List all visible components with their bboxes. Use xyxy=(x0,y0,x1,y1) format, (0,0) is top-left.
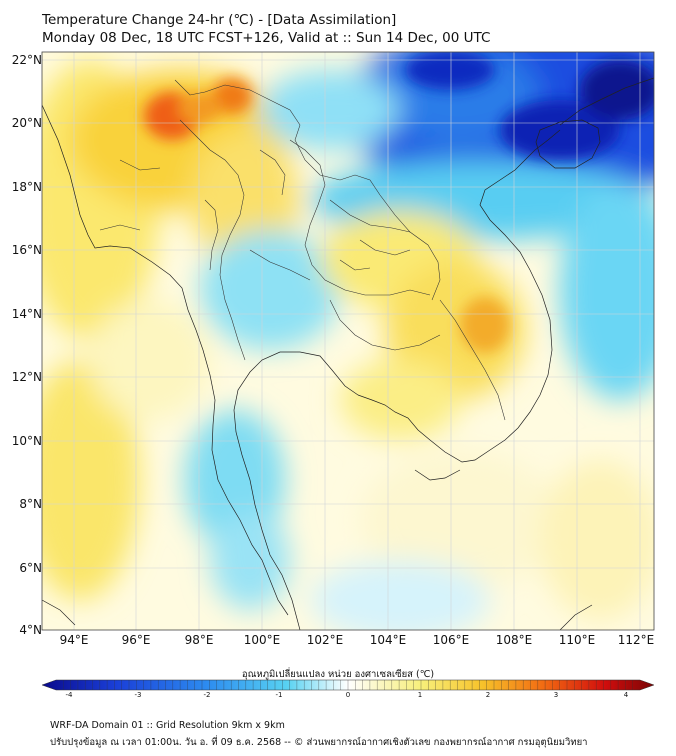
colorbar-tick-label: -2 xyxy=(203,691,211,699)
lat-label: 12°N xyxy=(11,370,42,384)
colorbar-tick-label: -3 xyxy=(134,691,142,699)
lon-label: 94°E xyxy=(59,633,89,647)
admin-borders xyxy=(99,79,506,421)
lat-label: 22°N xyxy=(11,53,42,67)
lon-label: 98°E xyxy=(184,633,214,647)
colorbar-tick-label: 2 xyxy=(485,691,491,699)
lon-label: 106°E xyxy=(432,633,470,647)
lon-label: 112°E xyxy=(617,633,655,647)
colorbar-tick-label: 4 xyxy=(623,691,629,699)
lon-label: 96°E xyxy=(121,633,151,647)
lon-label: 100°E xyxy=(243,633,281,647)
temperature-field xyxy=(42,52,654,630)
colorbar xyxy=(41,679,655,691)
lat-label: 14°N xyxy=(11,307,42,321)
lat-label: 6°N xyxy=(19,561,42,575)
footer-model-info: WRF-DA Domain 01 :: Grid Resolution 9km … xyxy=(50,720,285,731)
map-title: Temperature Change 24-hr (℃) - [Data Ass… xyxy=(42,12,397,28)
lat-label: 18°N xyxy=(11,180,42,194)
lon-label: 108°E xyxy=(495,633,533,647)
colorbar-tick-label: -1 xyxy=(275,691,283,699)
lat-label: 8°N xyxy=(19,497,42,511)
map-frame xyxy=(41,51,655,631)
graticule xyxy=(42,52,654,630)
footer-credit: ปรับปรุงข้อมูล ณ เวลา 01:00น. วัน อ. ที่… xyxy=(50,737,588,748)
lat-label: 20°N xyxy=(11,116,42,130)
coastlines-borders xyxy=(42,77,654,630)
colorbar-tick-label: 0 xyxy=(345,691,351,699)
lon-label: 110°E xyxy=(558,633,596,647)
colorbar-tick-label: 1 xyxy=(417,691,423,699)
lat-label: 16°N xyxy=(11,243,42,257)
map-subtitle: Monday 08 Dec, 18 UTC FCST+126, Valid at… xyxy=(42,30,491,46)
colorbar-tick-label: -4 xyxy=(65,691,73,699)
lat-label: 10°N xyxy=(11,434,42,448)
lon-label: 104°E xyxy=(369,633,407,647)
lon-label: 102°E xyxy=(306,633,344,647)
colorbar-title: อุณหภูมิเปลี่ยนแปลง หน่วย องศาเซลเซียส (… xyxy=(241,669,435,680)
lat-label: 4°N xyxy=(19,623,42,637)
colorbar-tick-label: 3 xyxy=(553,691,559,699)
